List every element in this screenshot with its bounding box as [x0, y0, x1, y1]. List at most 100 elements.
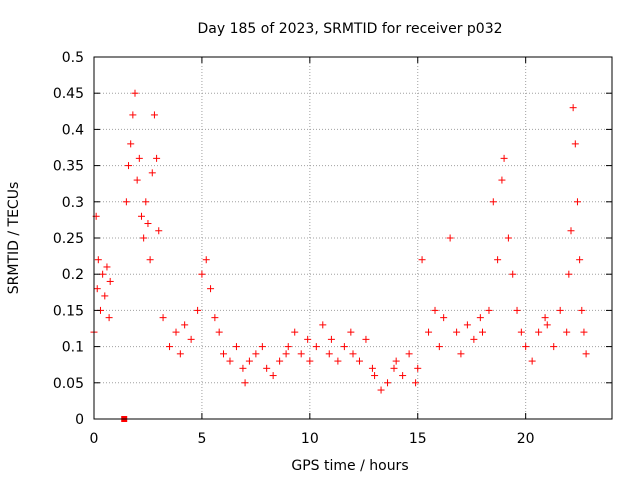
- y-tick-labels: 0 0.05 0.1 0.15 0.2 0.25 0.3 0.35 0.4 0.45 0.5: [53, 50, 84, 428]
- x-tick-label: 15: [409, 431, 427, 447]
- y-tick-label: 0.05: [53, 376, 84, 392]
- data-point: [399, 372, 407, 380]
- data-point: [340, 343, 348, 351]
- data-point: [135, 154, 143, 162]
- x-axis-label: GPS time / hours: [291, 458, 408, 474]
- data-point: [159, 314, 167, 322]
- y-tick-label: 0.2: [62, 267, 84, 283]
- data-point: [211, 314, 219, 322]
- data-point: [392, 357, 400, 365]
- data-point: [362, 335, 370, 343]
- data-point: [239, 364, 247, 372]
- chart-title: Day 185 of 2023, SRMTID for receiver p03…: [197, 21, 502, 37]
- data-point: [476, 314, 484, 322]
- data-point: [284, 343, 292, 351]
- data-point: [543, 321, 551, 329]
- data-point: [131, 89, 139, 97]
- data-point: [528, 357, 536, 365]
- data-point: [580, 328, 588, 336]
- data-point: [565, 270, 573, 278]
- data-point: [297, 350, 305, 358]
- data-point: [150, 111, 158, 119]
- data-point: [172, 328, 180, 336]
- data-point: [202, 256, 210, 264]
- data-point: [563, 328, 571, 336]
- data-point: [122, 198, 130, 206]
- data-point: [494, 256, 502, 264]
- data-point: [312, 343, 320, 351]
- data-point: [148, 169, 156, 177]
- data-point: [470, 335, 478, 343]
- data-point: [509, 270, 517, 278]
- data-point: [368, 364, 376, 372]
- data-point: [129, 111, 137, 119]
- y-tick-label: 0.3: [62, 195, 84, 211]
- data-point: [176, 350, 184, 358]
- data-point: [155, 227, 163, 235]
- data-point: [453, 328, 461, 336]
- data-point: [144, 220, 152, 228]
- data-point: [325, 350, 333, 358]
- data-point: [198, 270, 206, 278]
- data-point: [207, 285, 215, 293]
- data-point: [485, 306, 493, 314]
- data-point: [146, 256, 154, 264]
- data-point: [578, 306, 586, 314]
- x-tick-label: 5: [197, 431, 206, 447]
- data-point: [412, 379, 420, 387]
- y-tick-label: 0.4: [62, 122, 84, 138]
- data-point: [573, 198, 581, 206]
- data-point: [258, 343, 266, 351]
- data-point: [319, 321, 327, 329]
- data-point: [103, 263, 111, 271]
- x-tick-label: 20: [517, 431, 535, 447]
- data-point: [556, 306, 564, 314]
- data-point: [550, 343, 558, 351]
- data-point: [304, 335, 312, 343]
- data-point: [463, 321, 471, 329]
- data-point: [241, 379, 249, 387]
- data-point: [93, 285, 101, 293]
- data-point: [187, 335, 195, 343]
- data-point: [541, 314, 549, 322]
- data-point: [489, 198, 497, 206]
- x-tick-labels: 0 5 10 15 20: [90, 431, 535, 447]
- y-tick-label: 0: [75, 412, 84, 428]
- data-point: [94, 256, 102, 264]
- data-point: [522, 343, 530, 351]
- data-point: [334, 357, 342, 365]
- data-point: [405, 350, 413, 358]
- data-point: [377, 386, 385, 394]
- data-point: [140, 234, 148, 242]
- data-point: [479, 328, 486, 336]
- data-point: [105, 314, 113, 322]
- y-tick-label: 0.15: [53, 303, 84, 319]
- data-point: [504, 234, 512, 242]
- data-point: [142, 198, 150, 206]
- data-point: [127, 140, 135, 148]
- data-points: [90, 89, 590, 422]
- data-point: [582, 350, 590, 358]
- data-point: [153, 154, 161, 162]
- grid-lines: [94, 57, 612, 419]
- data-point: [232, 343, 240, 351]
- data-point: [291, 328, 299, 336]
- y-tick-label: 0.35: [53, 159, 84, 175]
- data-point: [355, 357, 363, 365]
- data-point: [425, 328, 433, 336]
- data-point: [571, 140, 579, 148]
- data-point: [513, 306, 521, 314]
- x-tick-label: 10: [301, 431, 319, 447]
- data-point: [535, 328, 543, 336]
- axis-ticks: [93, 56, 612, 420]
- data-point: [576, 256, 584, 264]
- data-point: [282, 350, 290, 358]
- data-point: [194, 306, 202, 314]
- data-point: [457, 350, 465, 358]
- data-point: [226, 357, 234, 365]
- data-point: [569, 104, 577, 112]
- data-point: [181, 321, 189, 329]
- data-point: [431, 306, 439, 314]
